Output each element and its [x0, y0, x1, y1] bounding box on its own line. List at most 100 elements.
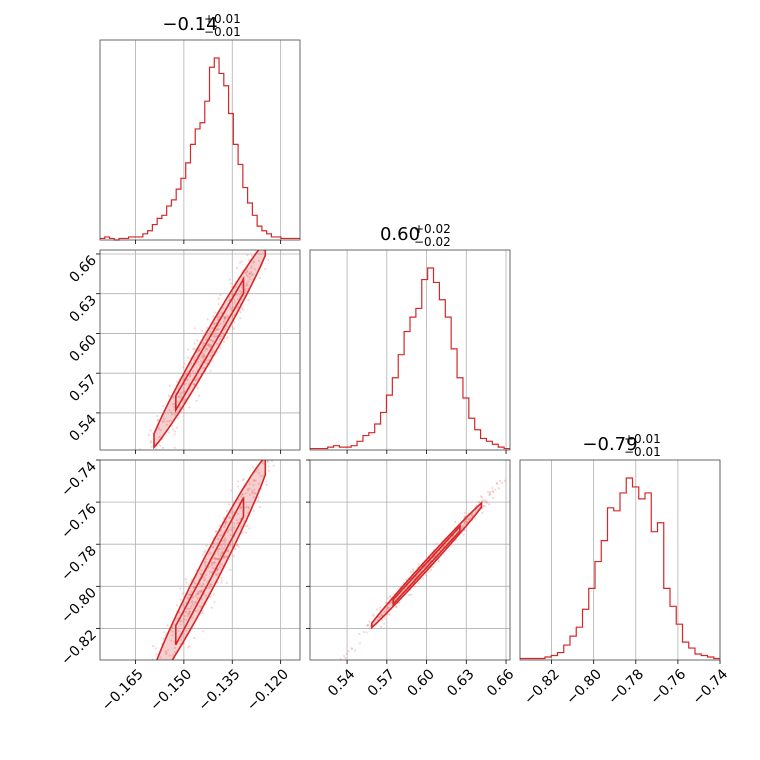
xtick-label-2-2: −0.78: [605, 666, 647, 708]
histogram-0: [100, 57, 300, 241]
scatter-point: [442, 553, 446, 556]
scatter-point: [176, 400, 180, 403]
scatter-point: [232, 554, 235, 557]
scatter-point: [201, 352, 205, 355]
scatter-point: [208, 565, 211, 568]
scatter-point: [186, 596, 189, 599]
scatter-point: [463, 521, 466, 524]
scatter-point: [210, 606, 213, 609]
scatter-point: [196, 350, 200, 353]
scatter-point: [245, 271, 248, 274]
scatter-point: [175, 426, 179, 429]
scatter-point: [437, 559, 440, 562]
scatter-point: [163, 681, 165, 683]
scatter-point: [215, 574, 218, 577]
scatter-point: [217, 538, 220, 541]
scatter-point: [179, 393, 182, 396]
scatter-point: [157, 426, 160, 429]
scatter-point: [281, 450, 283, 452]
scatter-point: [211, 360, 214, 363]
scatter-point: [226, 550, 229, 553]
scatter-point: [187, 612, 190, 615]
scatter-point: [185, 629, 188, 632]
scatter-point: [289, 446, 291, 448]
scatter-point: [149, 429, 152, 432]
scatter-point: [389, 596, 392, 599]
scatter-point: [250, 254, 253, 257]
scatter-point: [215, 530, 218, 533]
scatter-point: [274, 458, 276, 460]
scatter-point: [231, 526, 234, 529]
scatter-point: [250, 274, 254, 277]
scatter-point: [196, 593, 199, 596]
scatter-point: [200, 589, 204, 592]
scatter-point: [164, 650, 167, 653]
scatter-point: [184, 610, 188, 613]
scatter-point: [265, 428, 267, 430]
scatter-point: [188, 607, 191, 610]
scatter-point: [210, 562, 214, 565]
scatter-point: [204, 338, 207, 341]
scatter-point: [222, 547, 226, 550]
scatter-point: [362, 630, 365, 634]
scatter-point: [125, 749, 127, 751]
data-layer: [100, 57, 720, 751]
scatter-point: [158, 435, 161, 439]
scatter-point: [230, 293, 234, 296]
scatter-point: [214, 557, 217, 560]
scatter-point: [245, 525, 248, 528]
scatter-point: [176, 604, 179, 607]
scatter-point: [199, 590, 202, 593]
scatter-point: [384, 610, 387, 613]
scatter-point: [248, 258, 251, 262]
scatter-point: [463, 515, 466, 519]
scatter-point: [178, 406, 182, 409]
xtick-label-2-4: −0.74: [690, 666, 732, 708]
scatter-point: [190, 590, 193, 593]
scatter-point: [437, 560, 441, 563]
scatter-point: [254, 492, 257, 495]
scatter-point: [133, 477, 135, 479]
scatter-point: [345, 652, 348, 655]
scatter-point: [258, 246, 260, 248]
title-sup-2: +0.01: [624, 432, 661, 446]
scatter-point: [212, 315, 215, 318]
scatter-point: [485, 500, 488, 504]
scatter-point: [188, 593, 191, 597]
scatter-point: [229, 282, 232, 285]
scatter-point: [193, 586, 196, 589]
pair-2-points: [325, 479, 506, 671]
scatter-point: [245, 491, 248, 495]
scatter-point: [195, 399, 198, 402]
scatter-point: [260, 487, 263, 491]
scatter-point: [337, 663, 339, 665]
scatter-point: [325, 669, 327, 671]
scatter-point: [215, 573, 218, 576]
scatter-point: [243, 291, 247, 294]
scatter-point: [254, 479, 257, 482]
scatter-point: [244, 284, 247, 287]
scatter-point: [145, 689, 147, 691]
scatter-point: [188, 613, 191, 616]
scatter-point: [220, 579, 224, 582]
scatter-point: [182, 603, 185, 606]
xtick-label-0-2: −0.135: [196, 666, 244, 714]
scatter-point: [209, 345, 212, 348]
scatter-point: [239, 517, 242, 520]
scatter-point: [379, 615, 382, 619]
scatter-point: [203, 353, 206, 356]
scatter-point: [209, 551, 212, 554]
scatter-point: [183, 399, 186, 402]
scatter-point: [234, 548, 237, 551]
scatter-point: [170, 411, 173, 414]
scatter-point: [222, 542, 225, 545]
scatter-point: [217, 548, 220, 551]
scatter-point: [229, 307, 233, 310]
scatter-point: [395, 605, 398, 608]
ytick-label-2-3: −0.76: [58, 501, 100, 543]
scatter-point: [246, 524, 249, 527]
scatter-point: [284, 411, 286, 413]
tick-layer: −0.165 −0.150 −0.135 −0.120 0.54 0.57 0.60 0.63…: [58, 240, 731, 714]
scatter-point: [206, 348, 209, 351]
